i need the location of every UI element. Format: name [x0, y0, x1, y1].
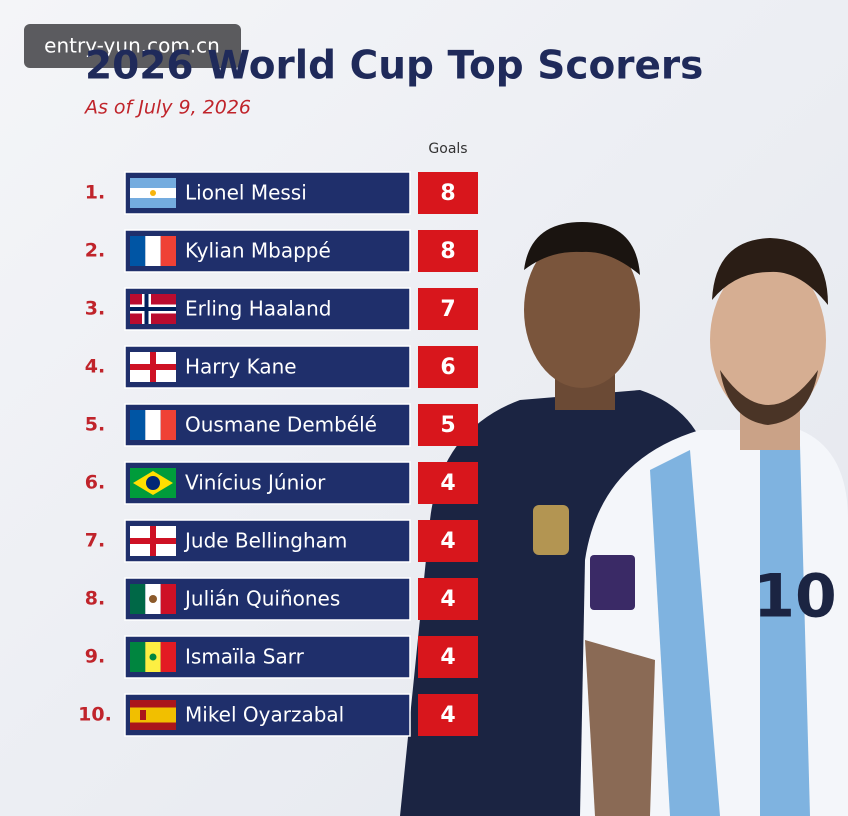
- goals: 7: [440, 297, 455, 322]
- title: 2026 World Cup Top Scorers: [85, 44, 703, 89]
- goals-cell: [418, 172, 478, 214]
- player-name: Julián Quiñones: [183, 587, 340, 611]
- rank: 8.: [85, 588, 105, 610]
- player-name: Erling Haaland: [185, 297, 331, 321]
- player-name: Ismaïla Sarr: [185, 645, 305, 669]
- player-right: 10: [580, 238, 848, 816]
- rank: 10.: [78, 704, 112, 726]
- watermark-box: [24, 24, 241, 68]
- goals: 4: [440, 587, 455, 612]
- player-name: Vinícius Júnior: [185, 471, 326, 495]
- goals-cell: [418, 694, 478, 736]
- rows: 1. Lionel Messi 8 2. Kylian Mbappé 8 3. Erling …: [78, 171, 478, 737]
- goals: 8: [440, 181, 455, 206]
- rank: 3.: [85, 298, 105, 320]
- flag: [130, 526, 176, 556]
- rank: 7.: [85, 530, 105, 552]
- goals-cell: [418, 230, 478, 272]
- goals-cell: [418, 636, 478, 678]
- flag: [130, 584, 176, 614]
- flag: [130, 236, 176, 266]
- goals-cell: [418, 578, 478, 620]
- rank: 2.: [85, 240, 105, 262]
- flag: [130, 410, 176, 440]
- flag: [130, 700, 176, 730]
- player-name: Jude Bellingham: [183, 529, 347, 553]
- rank: 9.: [85, 646, 105, 668]
- player-name: Mikel Oyarzabal: [185, 703, 344, 727]
- watermark: entry-yun.com.cn: [44, 34, 220, 58]
- goals-cell: [418, 520, 478, 562]
- rank: 5.: [85, 414, 105, 436]
- rank: 4.: [85, 356, 105, 378]
- flag: [130, 352, 176, 382]
- goals-cell: [418, 346, 478, 388]
- flags: [130, 178, 176, 730]
- goals: 4: [440, 645, 455, 670]
- subtitle: As of July 9, 2026: [83, 97, 251, 119]
- goals-cell: [418, 462, 478, 504]
- goals: 6: [440, 355, 455, 380]
- player-name: Ousmane Dembélé: [185, 413, 377, 437]
- flag: [130, 178, 176, 208]
- player-name: Harry Kane: [185, 355, 297, 379]
- player-name: Kylian Mbappé: [185, 239, 331, 263]
- goals: 4: [440, 471, 455, 496]
- rank: 6.: [85, 472, 105, 494]
- rank: 1.: [85, 182, 105, 204]
- goals-cell: [418, 288, 478, 330]
- goals: 8: [440, 239, 455, 264]
- flag: [130, 468, 176, 498]
- goals-cell: [418, 404, 478, 446]
- jersey-graphic: 10: [753, 562, 837, 632]
- goals: 4: [440, 529, 455, 554]
- goals: 4: [440, 703, 455, 728]
- player-name: Lionel Messi: [185, 181, 307, 205]
- goals: 5: [440, 413, 455, 438]
- flag: [130, 294, 176, 324]
- flag: [130, 642, 176, 672]
- column-header: Goals: [428, 141, 467, 157]
